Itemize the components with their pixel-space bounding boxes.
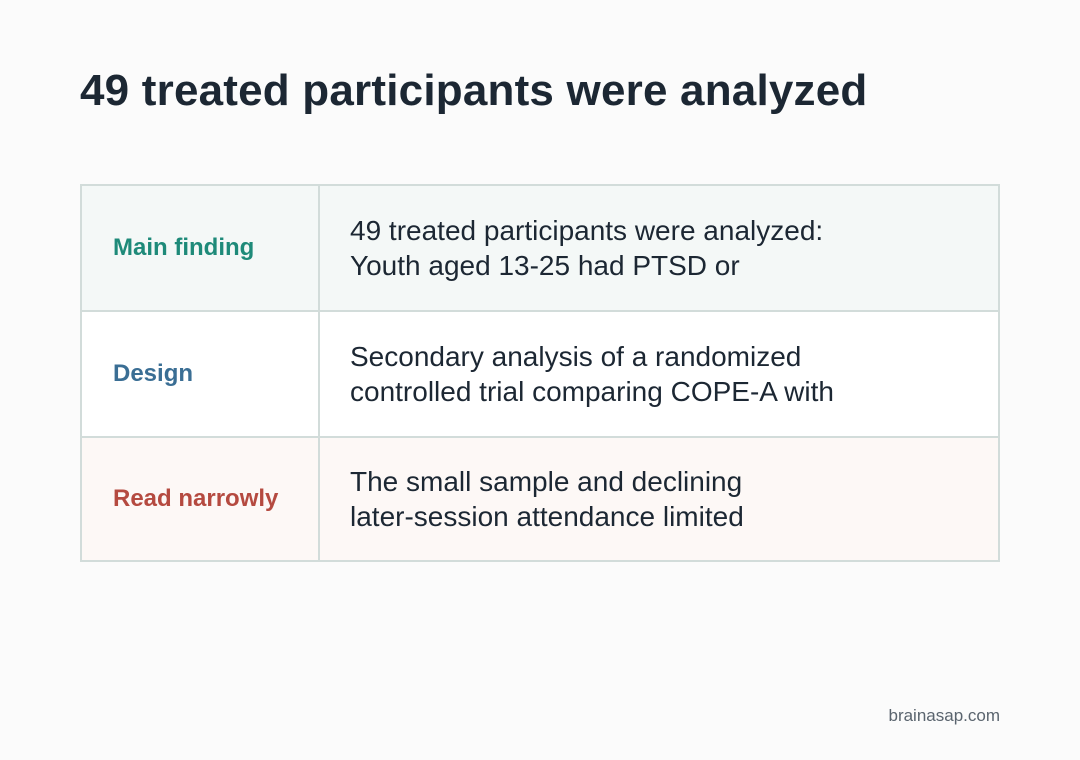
row-text-line: The small sample and declining [350,466,743,497]
row-text-main-finding: 49 treated participants were analyzed: Y… [320,186,998,310]
row-main-finding: Main finding 49 treated participants wer… [82,186,998,310]
row-design: Design Secondary analysis of a randomize… [82,310,998,436]
footer-brand: brainasap.com [888,706,1000,725]
row-text-line: controlled trial comparing COPE-A with [350,376,834,407]
row-text-line: Youth aged 13-25 had PTSD or [350,250,740,281]
row-label-design: Design [82,312,320,436]
page-title: 49 treated participants were analyzed [80,66,868,115]
summary-table: Main finding 49 treated participants wer… [80,184,1000,562]
row-text-design: Secondary analysis of a randomized contr… [320,312,998,436]
row-text-read-narrowly: The small sample and declining later-ses… [320,438,998,560]
row-text-line: 49 treated participants were analyzed: [350,215,824,246]
row-read-narrowly: Read narrowly The small sample and decli… [82,436,998,560]
row-text-line: Secondary analysis of a randomized [350,341,802,372]
row-label-main-finding: Main finding [82,186,320,310]
row-label-read-narrowly: Read narrowly [82,438,320,560]
row-text-line: later-session attendance limited [350,501,744,532]
